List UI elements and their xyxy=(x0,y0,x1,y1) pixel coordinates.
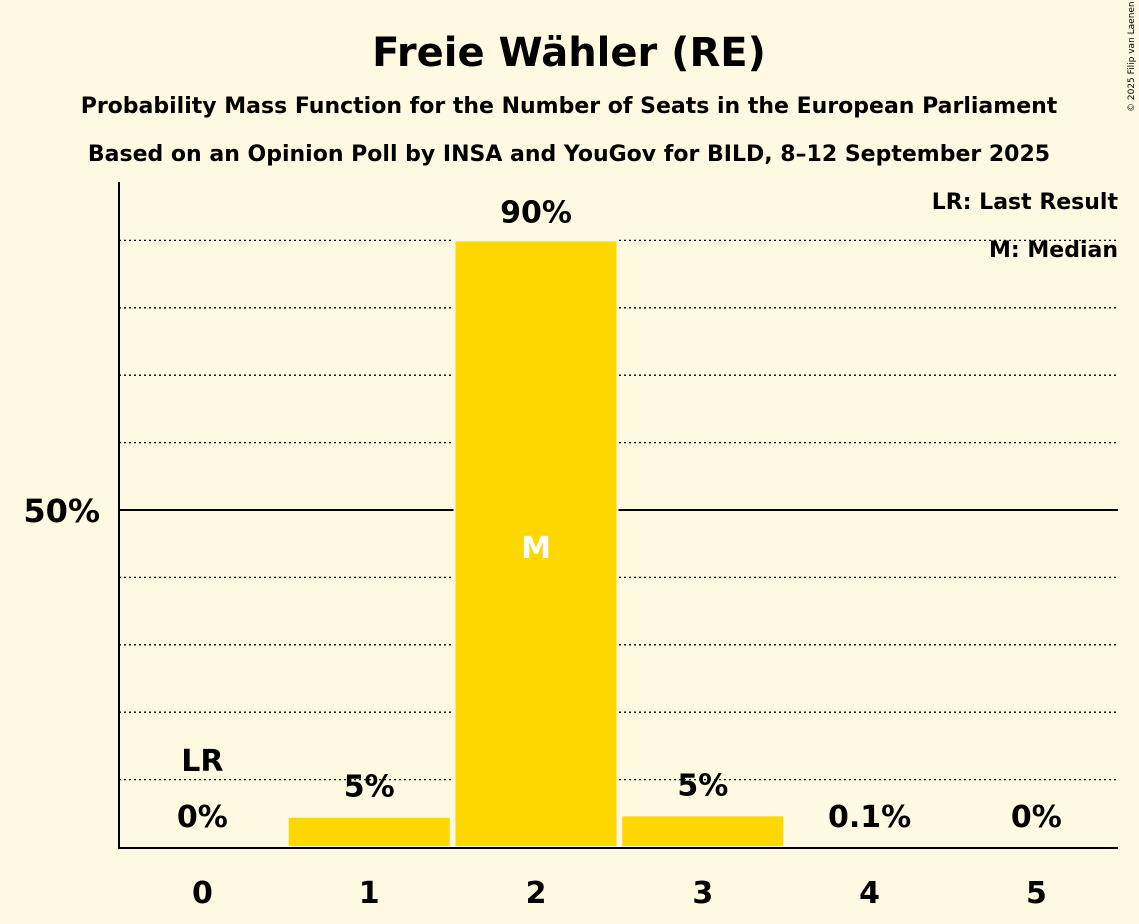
copyright: © 2025 Filip van Laenen xyxy=(1127,1,1137,112)
chart-subtitle: Probability Mass Function for the Number… xyxy=(81,94,1058,119)
bar xyxy=(286,815,452,848)
chart-title: Freie Wähler (RE) xyxy=(372,30,766,76)
bar xyxy=(787,845,953,848)
data-label: 90% xyxy=(500,195,572,230)
x-tick-label: 1 xyxy=(359,876,380,911)
data-label: 0.1% xyxy=(828,800,911,835)
y-tick-label: 50% xyxy=(23,492,100,530)
legend-median: M: Median xyxy=(989,238,1118,263)
data-label: 0% xyxy=(177,800,228,835)
bar xyxy=(453,239,619,848)
data-label: 0% xyxy=(1011,800,1062,835)
x-tick-label: 4 xyxy=(859,876,880,911)
median-marker: M xyxy=(521,531,551,566)
x-tick-label: 2 xyxy=(526,876,547,911)
x-tick-label: 0 xyxy=(192,876,213,911)
bar xyxy=(620,814,786,849)
data-label: 5% xyxy=(344,770,395,805)
legend-last-result: LR: Last Result xyxy=(932,190,1119,215)
x-tick-label: 3 xyxy=(692,876,713,911)
data-label: 5% xyxy=(677,768,728,803)
chart-subtitle-2: Based on an Opinion Poll by INSA and You… xyxy=(88,142,1050,167)
last-result-marker: LR xyxy=(181,744,223,779)
x-tick-label: 5 xyxy=(1026,876,1047,911)
